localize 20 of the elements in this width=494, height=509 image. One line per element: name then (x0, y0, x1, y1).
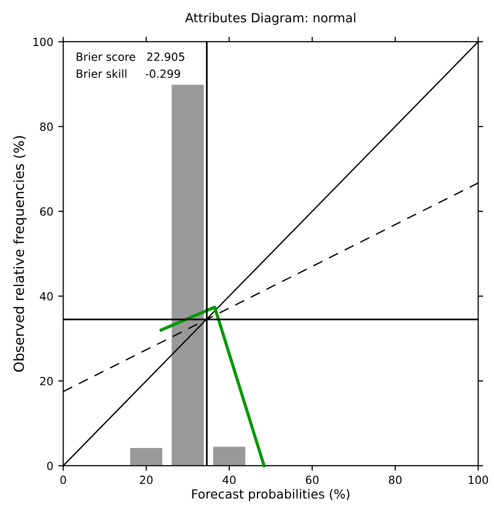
annotation: Brier score 22.905 (76, 52, 184, 61)
y-tick-label: 60 (40, 207, 53, 216)
annotation: Brier skill -0.299 (76, 69, 180, 78)
bar (170, 84, 205, 466)
y-tick-label: 20 (40, 376, 53, 386)
y-axis-title: Observed relative frequencies (%) (13, 136, 27, 372)
bar (212, 446, 246, 466)
x-tick-label: 80 (388, 476, 402, 484)
x-tick-label: 60 (306, 476, 319, 484)
x-axis-title: Forecast probabilities (%) (192, 488, 350, 502)
bar (129, 446, 164, 466)
x-tick-label: 20 (140, 476, 153, 484)
x-tick-label: 100 (468, 476, 488, 484)
x-tick-label: 40 (222, 476, 236, 484)
chart-title: Attributes Diagram: normal (185, 12, 356, 25)
x-tick-label: 0 (60, 476, 66, 484)
y-tick-label: 40 (40, 292, 53, 301)
y-tick-label: 100 (34, 38, 53, 46)
y-tick-label: 0 (47, 462, 53, 470)
y-tick-label: 80 (40, 122, 53, 131)
